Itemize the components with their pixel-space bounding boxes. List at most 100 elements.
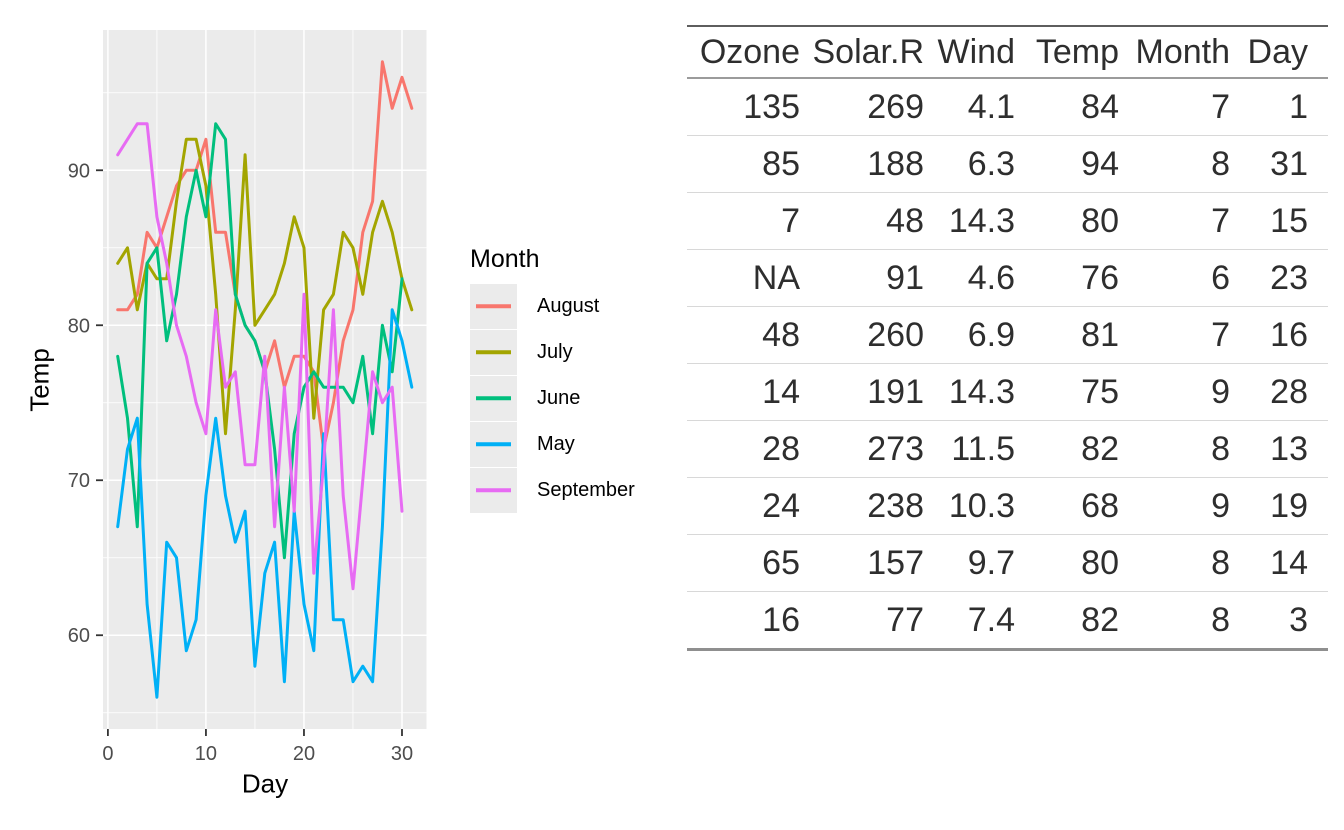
table-cell: 9 (1127, 363, 1238, 421)
table-cell: 77 (808, 591, 932, 651)
legend-key-line (476, 304, 511, 308)
x-tick-label: 10 (195, 743, 217, 765)
table-cell: 84 (1023, 78, 1127, 136)
y-tick-label: 60 (68, 625, 90, 647)
table-cell: 10.3 (932, 477, 1023, 535)
table-cell: 1 (1238, 78, 1328, 136)
table-cell: 31 (1238, 135, 1328, 193)
table-cell: 65 (687, 534, 808, 592)
table-cell: 80 (1023, 534, 1127, 592)
column-header-wind: Wind (932, 25, 1023, 79)
table-row: 16 77 7.4 82 8 3 (687, 591, 1328, 651)
legend-key-line (476, 350, 511, 354)
table-cell: 8 (1127, 534, 1238, 592)
table-cell: 28 (687, 420, 808, 478)
airquality-table-wrap: Ozone Solar.R Wind Temp Month Day 135 269 4.1 84… (687, 25, 1328, 651)
column-header-month: Month (1127, 25, 1238, 79)
column-header-ozone: Ozone (687, 25, 808, 79)
table-cell: 6 (1127, 249, 1238, 307)
table-cell: 4.1 (932, 78, 1023, 136)
table-cell: 68 (1023, 477, 1127, 535)
airquality-table: Ozone Solar.R Wind Temp Month Day 135 269 4.1 84… (687, 25, 1328, 651)
table-cell: 14.3 (932, 363, 1023, 421)
y-tick-label: 80 (68, 315, 90, 337)
table-cell: 188 (808, 135, 932, 193)
legend-label: July (537, 340, 573, 363)
table-cell: 14 (687, 363, 808, 421)
legend-label: June (537, 386, 581, 409)
legend-item-september: September (470, 467, 635, 513)
legend-item-may: May (470, 421, 635, 467)
table-row: 7 48 14.3 80 7 15 (687, 192, 1328, 250)
table-cell: 48 (808, 192, 932, 250)
column-header-temp: Temp (1023, 25, 1127, 79)
table-cell: 8 (1127, 135, 1238, 193)
table-cell: 80 (1023, 192, 1127, 250)
legend-title: Month (470, 245, 540, 273)
x-tick-label: 0 (102, 743, 113, 765)
table-cell: 76 (1023, 249, 1127, 307)
table-cell: 85 (687, 135, 808, 193)
series-line-september (116, 122, 404, 591)
table-cell: 7 (1127, 78, 1238, 136)
x-tick-label: 20 (293, 743, 315, 765)
table-row: NA 91 4.6 76 6 23 (687, 249, 1328, 307)
table-cell: 8 (1127, 420, 1238, 478)
table-cell: 19 (1238, 477, 1328, 535)
table-cell: 4.6 (932, 249, 1023, 307)
table-cell: 135 (687, 78, 808, 136)
legend-key (470, 467, 517, 513)
table-cell: 28 (1238, 363, 1328, 421)
legend-key (470, 329, 517, 375)
legend-item-august: August (470, 283, 635, 329)
legend-items: August July June May September (470, 283, 635, 513)
legend-key-line (476, 442, 511, 446)
column-header-day: Day (1238, 25, 1328, 79)
table-cell: 23 (1238, 249, 1328, 307)
table-cell: 191 (808, 363, 932, 421)
table-cell: 7 (687, 192, 808, 250)
table-cell: 8 (1127, 591, 1238, 651)
table-cell: 7.4 (932, 591, 1023, 651)
table-cell: 3 (1238, 591, 1328, 651)
table-cell: 14.3 (932, 192, 1023, 250)
table-body: 135 269 4.1 84 7 1 85 188 6.3 94 8 31 7 48 14.3 80 7 15 NA… (687, 78, 1328, 651)
table-row: 48 260 6.9 81 7 16 (687, 306, 1328, 364)
x-axis-title: Day (241, 768, 289, 799)
legend-key (470, 283, 517, 329)
legend-key (470, 421, 517, 467)
y-tick-label: 70 (68, 470, 90, 492)
table-cell: 24 (687, 477, 808, 535)
table-cell: 273 (808, 420, 932, 478)
table-header-row: Ozone Solar.R Wind Temp Month Day (687, 25, 1328, 79)
table-row: 135 269 4.1 84 7 1 (687, 78, 1328, 136)
table-cell: 14 (1238, 534, 1328, 592)
table-cell: 48 (687, 306, 808, 364)
table-cell: 238 (808, 477, 932, 535)
table-cell: 6.9 (932, 306, 1023, 364)
legend-label: August (537, 294, 600, 317)
legend-label: May (537, 432, 575, 455)
y-axis-title: Temp (24, 348, 55, 412)
legend-key (470, 375, 517, 421)
table-row: 14 191 14.3 75 9 28 (687, 363, 1328, 421)
y-tick-label: 90 (68, 160, 90, 182)
table-cell: 15 (1238, 192, 1328, 250)
table-cell: 6.3 (932, 135, 1023, 193)
table-cell: 9.7 (932, 534, 1023, 592)
column-header-solarr: Solar.R (808, 25, 932, 79)
chart-canvas: 0 10 20 30 60 70 80 90 (68, 30, 427, 765)
legend-item-july: July (470, 329, 635, 375)
table-cell: 81 (1023, 306, 1127, 364)
table-cell: 9 (1127, 477, 1238, 535)
table-cell: 7 (1127, 192, 1238, 250)
series-line-july (116, 137, 414, 436)
table-row: 85 188 6.3 94 8 31 (687, 135, 1328, 193)
table-cell: 16 (687, 591, 808, 651)
series-line-may (116, 308, 414, 699)
table-cell: NA (687, 249, 808, 307)
chart-legend: Month August July June May September (470, 245, 635, 513)
table-cell: 91 (808, 249, 932, 307)
table-row: 65 157 9.7 80 8 14 (687, 534, 1328, 592)
